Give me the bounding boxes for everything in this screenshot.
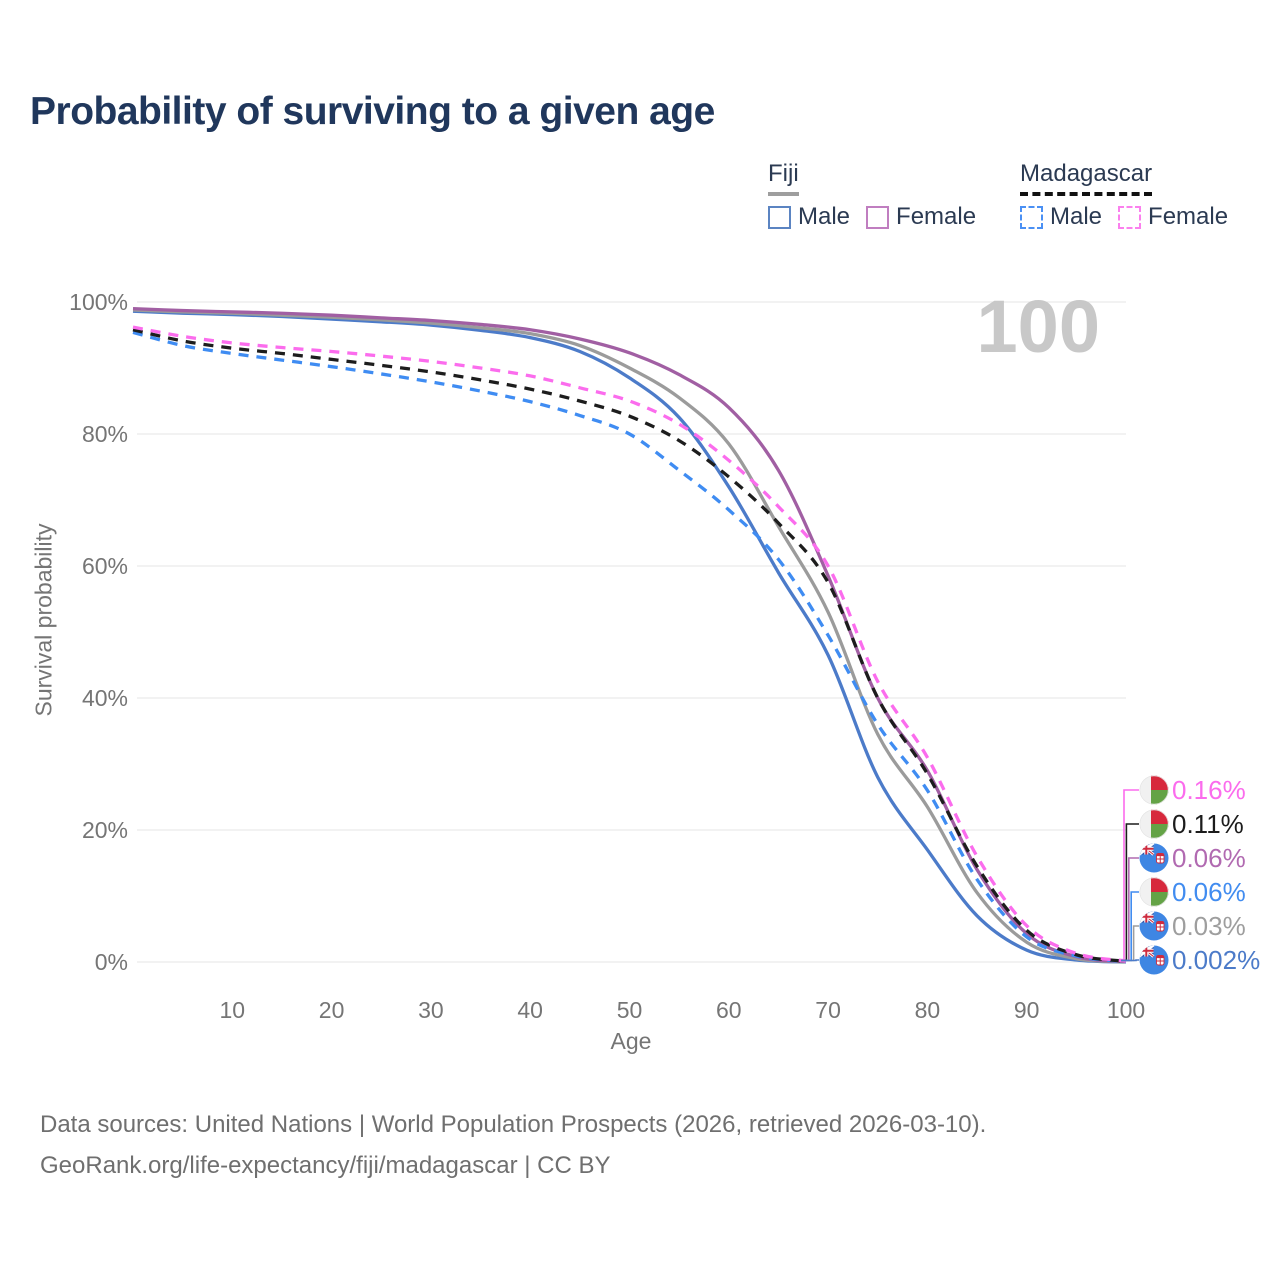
annotation-value-label: 0.03% bbox=[1172, 911, 1246, 941]
age-watermark: 100 bbox=[976, 285, 1100, 368]
series-line-madagascar-male bbox=[132, 330, 1127, 964]
madagascar-flag-icon bbox=[1139, 775, 1169, 805]
x-tick-label-70: 70 bbox=[815, 997, 841, 1023]
series-line-fiji-male bbox=[132, 309, 1127, 964]
annotation-value-label: 0.06% bbox=[1172, 843, 1246, 873]
annotation-value-label: 0.06% bbox=[1172, 877, 1246, 907]
legend-group-fiji: Fiji Male Female bbox=[768, 160, 976, 231]
legend-group-fiji-label: Fiji bbox=[768, 160, 799, 196]
y-tick-label-40: 40% bbox=[82, 685, 128, 711]
footer-line-1: Data sources: United Nations | World Pop… bbox=[40, 1111, 987, 1138]
page-title: Probability of surviving to a given age bbox=[30, 90, 715, 133]
y-tick-label-20: 20% bbox=[82, 817, 128, 843]
x-tick-label-20: 20 bbox=[319, 997, 345, 1023]
annotation-value-label: 0.16% bbox=[1172, 775, 1246, 805]
legend-item-madagascar-female: Female bbox=[1118, 203, 1228, 231]
madagascar-flag-icon bbox=[1139, 877, 1169, 907]
x-tick-label-50: 50 bbox=[617, 997, 643, 1023]
x-tick-label-90: 90 bbox=[1014, 997, 1040, 1023]
madagascar-flag-icon bbox=[1139, 809, 1169, 839]
end-annotation-fiji-both-sexes: 0.03% bbox=[1121, 911, 1246, 962]
legend-item-fiji-female: Female bbox=[866, 203, 976, 231]
x-tick-label-80: 80 bbox=[915, 997, 941, 1023]
series-line-fiji-both-sexes bbox=[132, 308, 1127, 964]
footer-source-note: Data sources: United Nations | World Pop… bbox=[40, 1104, 986, 1186]
legend-group-madagascar-label: Madagascar bbox=[1020, 160, 1153, 196]
y-tick-label-100: 100% bbox=[69, 289, 128, 315]
annotation-connector bbox=[1121, 789, 1139, 962]
legend-item-fiji-female-label: Female bbox=[896, 203, 977, 230]
legend-item-fiji-male-label: Male bbox=[798, 203, 851, 230]
annotation-connector bbox=[1121, 959, 1139, 962]
legend-item-fiji-male: Male bbox=[768, 203, 850, 231]
annotation-value-label: 0.11% bbox=[1172, 809, 1244, 839]
fiji-flag-icon bbox=[1139, 945, 1169, 975]
legend-item-madagascar-male-label: Male bbox=[1050, 203, 1103, 230]
fiji-flag-icon bbox=[1139, 843, 1169, 873]
fiji-male-swatch-icon bbox=[768, 205, 791, 229]
end-annotation-fiji-male: 0.002% bbox=[1121, 945, 1260, 975]
x-tick-label-40: 40 bbox=[517, 997, 543, 1023]
legend-group-madagascar: Madagascar Male Female bbox=[1020, 160, 1228, 231]
madagascar-female-swatch-icon bbox=[1118, 205, 1142, 229]
x-tick-label-100: 100 bbox=[1107, 997, 1145, 1023]
fiji-female-swatch-icon bbox=[866, 205, 890, 229]
x-tick-label-10: 10 bbox=[220, 997, 246, 1023]
madagascar-male-swatch-icon bbox=[1020, 205, 1043, 229]
y-tick-label-80: 80% bbox=[82, 421, 128, 447]
x-tick-label-60: 60 bbox=[716, 997, 742, 1023]
footer-line-2: GeoRank.org/life-expectancy/fiji/madagas… bbox=[40, 1152, 611, 1179]
series-line-madagascar-both-sexes bbox=[132, 328, 1127, 963]
series-line-madagascar-female bbox=[132, 325, 1127, 963]
y-tick-label-0: 0% bbox=[95, 949, 128, 975]
y-axis-title: Survival probability bbox=[30, 523, 57, 717]
legend-item-madagascar-female-label: Female bbox=[1148, 203, 1229, 230]
annotation-value-label: 0.002% bbox=[1172, 945, 1260, 975]
legend-item-madagascar-male: Male bbox=[1020, 203, 1102, 231]
fiji-flag-icon bbox=[1139, 911, 1169, 941]
x-tick-label-30: 30 bbox=[418, 997, 444, 1023]
x-axis-title: Age bbox=[610, 1028, 652, 1054]
y-tick-label-60: 60% bbox=[82, 553, 128, 579]
end-annotation-madagascar-male: 0.06% bbox=[1121, 877, 1246, 962]
